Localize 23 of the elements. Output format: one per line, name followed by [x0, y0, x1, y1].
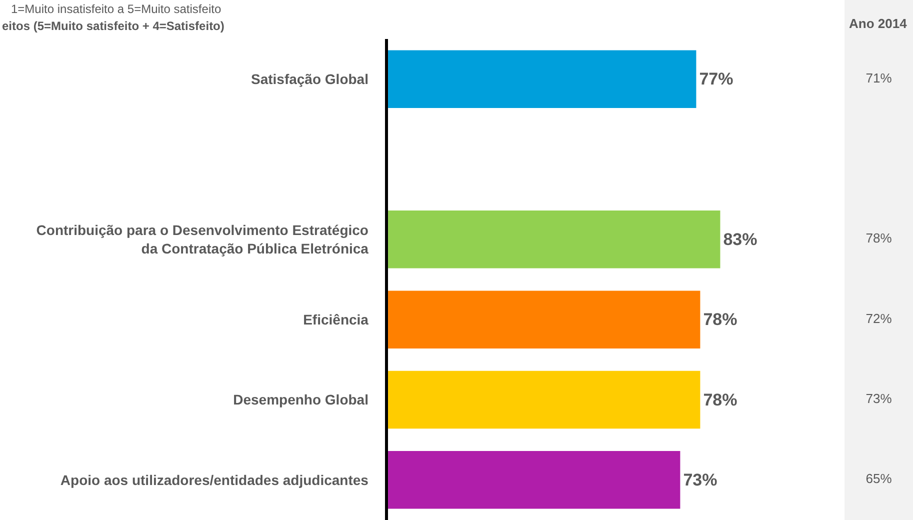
text: Ano 2014	[849, 16, 908, 31]
y-tick-label: Satisfação Global	[250, 70, 368, 87]
y-tick-label: Eficiência	[303, 311, 369, 328]
y-tick-label: Desempenho Global	[233, 392, 368, 408]
data-label: 73%	[866, 391, 892, 406]
text: eitos (5=Muito satisfeito + 4=Satisfeito)	[2, 19, 224, 33]
data-label: 71%	[866, 70, 892, 86]
y-tick-label: Apoio aos utilizadores/entidades adjudicantes	[60, 472, 369, 488]
bar	[388, 290, 700, 348]
data-label: 73%	[683, 470, 718, 490]
data-label: 78%	[703, 310, 738, 330]
data-label: 83%	[723, 230, 758, 249]
data-label: 72%	[866, 310, 892, 326]
data-label: 65%	[866, 471, 892, 486]
bar	[388, 210, 720, 268]
bar	[388, 50, 696, 108]
text: 1=Muito insatisfeito a 5=Muito satisfeito	[11, 2, 222, 16]
bar	[388, 451, 680, 509]
data-label: 78%	[703, 390, 738, 410]
bar	[388, 370, 700, 429]
y-tick-label: Contribuição para o Desenvolvimento Estratégico da Contratação Pública Eletrónica	[36, 222, 369, 256]
data-label: 78%	[866, 230, 892, 246]
data-label: 77%	[699, 70, 734, 89]
